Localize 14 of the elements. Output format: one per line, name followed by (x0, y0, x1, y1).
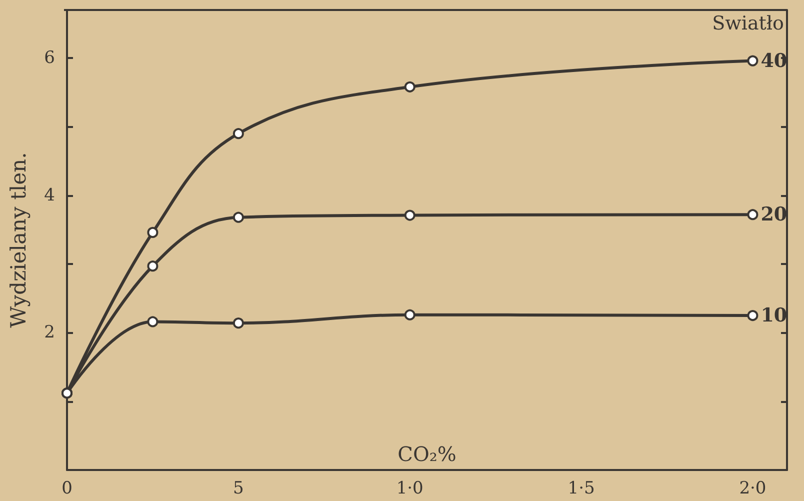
series-label: 20 (760, 204, 788, 226)
legend-label: 40 (760, 50, 788, 72)
x-tick-label: 1·5 (568, 478, 595, 498)
y-tick-label: 6 (44, 48, 55, 68)
x-tick-label: 5 (233, 478, 244, 498)
y-axis-title: Wydzielany tlen. (6, 152, 30, 328)
y-tick-label: 4 (44, 185, 55, 206)
series-label: 10 (760, 304, 788, 327)
y-tick-label: 2 (44, 322, 55, 343)
legend-title: Swiatło (712, 12, 784, 34)
x-tick-label: 0 (62, 478, 72, 498)
x-tick-label: 2·0 (739, 478, 766, 498)
x-tick-label: 1·0 (396, 478, 424, 498)
x-axis-title: CO₂% (398, 442, 456, 466)
